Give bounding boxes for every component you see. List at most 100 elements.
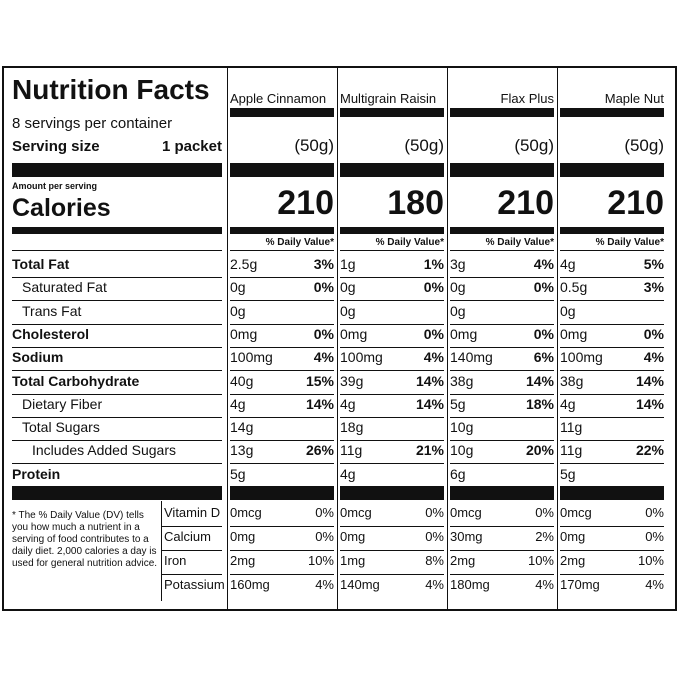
amount-per-serving: Amount per serving — [12, 181, 98, 191]
rule — [230, 370, 334, 372]
daily-value: 0% — [425, 505, 444, 520]
rule — [230, 323, 334, 325]
amount: 2mg — [560, 553, 586, 568]
dv-header: % Daily Value* — [485, 237, 554, 248]
daily-value: 4% — [533, 256, 554, 272]
rule — [450, 416, 554, 418]
amount: 0g — [230, 279, 246, 296]
serving-weight: (50g) — [624, 136, 664, 155]
thick-bar — [340, 108, 444, 117]
amount: 30mg — [450, 529, 483, 544]
rule — [450, 440, 554, 442]
rule — [560, 277, 664, 278]
daily-value: 5% — [643, 256, 664, 272]
vitamin-label: Vitamin D — [164, 505, 221, 520]
daily-value: 0% — [423, 325, 444, 342]
rule — [450, 300, 554, 302]
daily-value: 1% — [423, 256, 444, 272]
amount: 5g — [230, 465, 246, 482]
rule — [340, 463, 444, 465]
nutrient-label: Dietary Fiber — [22, 395, 103, 412]
daily-value: 0% — [423, 279, 444, 296]
amount: 3g — [450, 256, 466, 272]
rule — [161, 501, 162, 601]
thick-bar — [12, 163, 222, 177]
amount: 0mg — [560, 529, 586, 544]
rule — [230, 277, 334, 278]
rule — [340, 550, 444, 551]
amount: 4g — [340, 465, 356, 482]
rule — [340, 370, 444, 372]
column-divider — [557, 68, 558, 609]
vitamin-label: Calcium — [164, 529, 211, 544]
daily-value: 8% — [425, 553, 444, 568]
rule — [230, 300, 334, 302]
rule — [12, 250, 222, 251]
rule — [230, 250, 334, 251]
amount: 0mg — [450, 325, 478, 342]
thick-bar — [450, 227, 554, 234]
calories-label: Calories — [12, 194, 111, 222]
amount: 4g — [560, 256, 576, 272]
rule — [450, 277, 554, 278]
rule — [560, 346, 664, 348]
rule — [12, 300, 222, 302]
daily-value: 0% — [313, 325, 334, 342]
column-divider — [447, 68, 448, 609]
calories-value: 210 — [277, 184, 334, 222]
calories-value: 180 — [387, 184, 444, 222]
rule — [12, 277, 222, 278]
column-name: Apple Cinnamon — [230, 91, 327, 106]
nutrient-label: Includes Added Sugars — [32, 442, 176, 459]
daily-value: 14% — [525, 372, 554, 389]
column-name: Flax Plus — [500, 91, 554, 106]
calories-value: 210 — [607, 184, 664, 222]
amount: 11g — [560, 419, 583, 436]
column-name: Multigrain Raisin — [340, 91, 437, 106]
daily-value: 0% — [533, 325, 554, 342]
daily-value: 14% — [305, 395, 334, 412]
amount: 170mg — [560, 577, 600, 592]
daily-value: 14% — [415, 372, 444, 389]
rule — [340, 346, 444, 348]
daily-value: 0% — [643, 325, 664, 342]
rule — [162, 526, 222, 527]
daily-value: 0% — [535, 505, 554, 520]
dv-header: % Daily Value* — [375, 237, 444, 248]
rule — [340, 300, 444, 302]
amount: 38g — [450, 372, 474, 389]
amount: 0mg — [230, 325, 258, 342]
rule — [12, 416, 222, 418]
nutrient-label: Saturated Fat — [22, 279, 107, 296]
amount: 100mg — [560, 349, 603, 366]
rule — [560, 526, 664, 527]
rule — [12, 440, 222, 442]
thick-bar — [560, 163, 664, 177]
thick-bar — [560, 227, 664, 234]
rule — [560, 370, 664, 372]
daily-value: 0% — [645, 529, 664, 544]
amount: 0mcg — [450, 505, 482, 520]
rule — [12, 463, 222, 465]
rule — [162, 574, 222, 575]
thick-bar — [230, 227, 334, 234]
rule — [340, 574, 444, 575]
rule — [340, 416, 444, 418]
thick-bar — [560, 486, 664, 500]
daily-value: 21% — [415, 442, 444, 459]
amount: 2.5g — [230, 256, 258, 272]
thick-bar — [12, 486, 222, 500]
thick-bar — [450, 163, 554, 177]
serving-weight: (50g) — [514, 136, 554, 155]
daily-value: 18% — [525, 395, 554, 412]
daily-value: 0% — [425, 529, 444, 544]
rule — [450, 250, 554, 251]
daily-value: 10% — [307, 553, 334, 568]
thick-bar — [340, 163, 444, 177]
daily-value: 15% — [305, 372, 334, 389]
rule — [560, 550, 664, 551]
rule — [340, 277, 444, 278]
rule — [560, 323, 664, 325]
amount: 0mg — [340, 325, 368, 342]
